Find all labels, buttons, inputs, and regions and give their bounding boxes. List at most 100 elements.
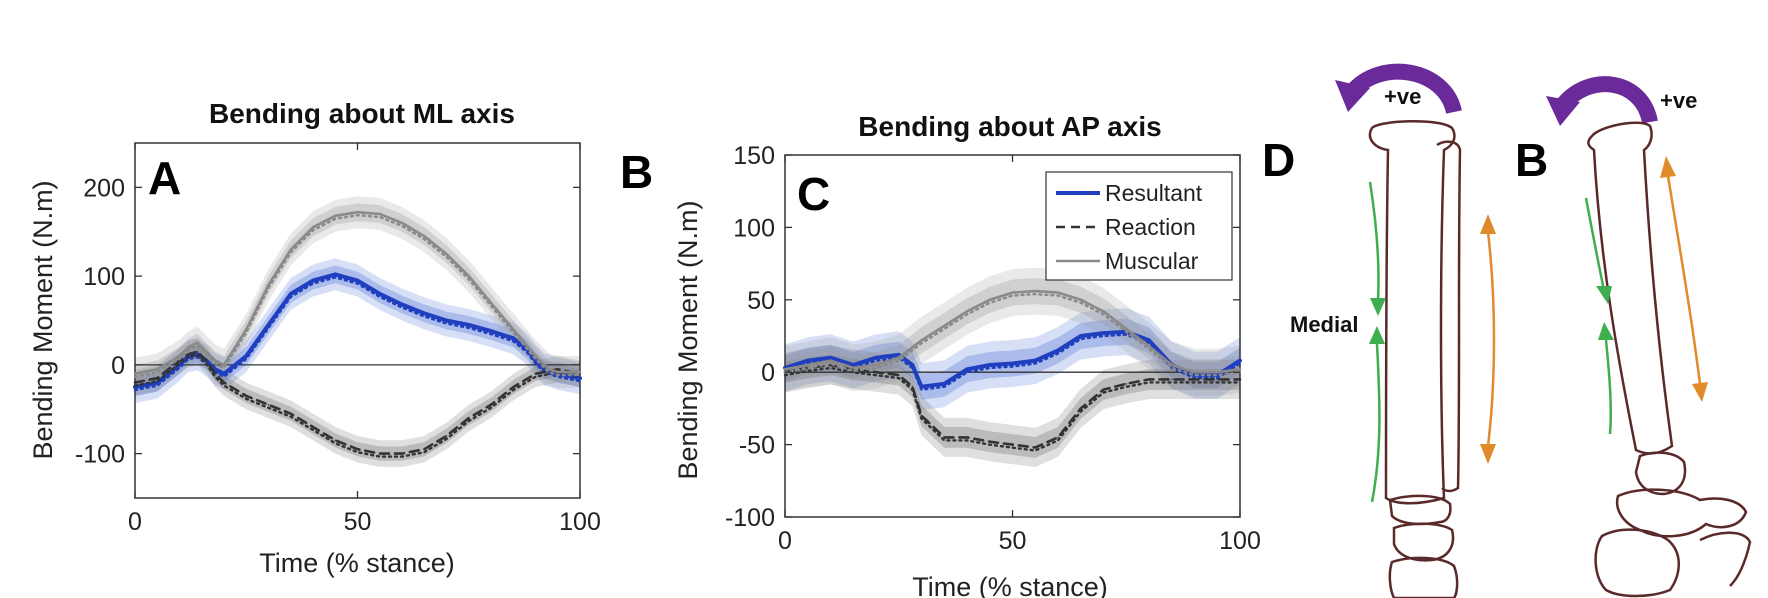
data-point — [966, 436, 968, 439]
data-point — [312, 279, 314, 282]
data-point — [445, 253, 448, 255]
tibia-diagram-d: D +ve Medial — [1262, 63, 1496, 598]
data-point — [920, 385, 923, 388]
data-point — [807, 364, 809, 366]
error-band-muscular — [785, 267, 1240, 396]
green-arrowhead-icon — [1370, 298, 1386, 316]
y-tick-label: 100 — [83, 263, 125, 291]
data-point — [223, 373, 225, 375]
data-point — [267, 284, 270, 286]
calcaneus-outline-icon — [1388, 556, 1459, 598]
chart-title: Bending about AP axis — [858, 111, 1161, 142]
data-point — [334, 439, 337, 442]
fibula-outline-icon — [1436, 140, 1462, 493]
moment-arrow-icon — [1345, 63, 1462, 115]
data-point — [214, 373, 216, 375]
x-axis-label: Time (% stance) — [912, 572, 1108, 598]
series-dotted-resultant — [133, 276, 582, 392]
data-point — [205, 350, 207, 353]
data-point — [156, 368, 159, 371]
data-point — [1080, 335, 1082, 337]
data-point — [290, 293, 292, 295]
y-tick-label: 200 — [83, 174, 125, 202]
data-point — [312, 426, 314, 428]
orange-arrowhead-icon — [1480, 214, 1496, 234]
data-point — [579, 373, 581, 375]
tibia-diagram-b: B +ve — [1515, 76, 1752, 598]
data-point — [1080, 407, 1082, 410]
data-point — [1216, 371, 1219, 374]
data-point — [290, 412, 292, 415]
data-point — [852, 364, 855, 366]
talus-outline-icon — [1388, 494, 1452, 526]
data-point — [1193, 378, 1196, 381]
y-tick-label: -100 — [725, 504, 775, 532]
data-point — [1125, 383, 1128, 385]
panel-label-b: B — [620, 146, 653, 198]
data-point — [557, 368, 559, 371]
compression-line — [1370, 343, 1381, 503]
data-point — [534, 355, 537, 357]
data-point — [445, 319, 448, 322]
orange-arrowhead-icon — [1692, 382, 1708, 402]
data-point — [1193, 371, 1196, 374]
data-point — [829, 356, 832, 359]
data-point — [989, 440, 991, 443]
error-bands — [135, 196, 580, 467]
tension-line — [1486, 231, 1496, 447]
data-point — [943, 436, 946, 439]
error-band-muscular — [135, 196, 580, 390]
data-point — [1011, 443, 1014, 446]
data-point — [468, 275, 470, 277]
series-line-reaction — [783, 363, 1242, 449]
data-point — [534, 373, 537, 375]
y-tick-label: 0 — [111, 352, 125, 380]
compression-line — [1604, 339, 1613, 435]
data-point — [134, 373, 136, 375]
panel-label-a: A — [148, 152, 181, 204]
y-axis-label: Bending Moment (N.m) — [28, 180, 58, 459]
green-arrowhead-icon — [1596, 286, 1612, 304]
data-point — [196, 350, 199, 353]
data-point — [423, 312, 426, 315]
arrowhead-icon — [1335, 80, 1370, 112]
data-point — [534, 359, 537, 362]
data-point — [178, 355, 181, 357]
compression-line — [1584, 197, 1606, 291]
data-point — [214, 368, 216, 371]
data-point — [784, 368, 786, 371]
data-point — [334, 273, 337, 276]
data-point — [911, 364, 914, 366]
data-point — [187, 346, 190, 348]
data-point — [989, 299, 991, 301]
data-point — [512, 386, 515, 388]
data-point — [898, 354, 900, 356]
data-point — [512, 337, 515, 340]
data-point — [334, 215, 337, 217]
data-point — [1239, 359, 1241, 362]
data-point — [1034, 446, 1037, 449]
data-point — [1080, 299, 1082, 301]
y-axis-label: Bending Moment (N.m) — [673, 200, 703, 479]
axis-ticks: 0 50 100 -100 0 100 200 — [75, 143, 601, 536]
data-point — [401, 222, 403, 224]
series-line-resultant — [783, 329, 1242, 389]
data-point — [245, 328, 248, 331]
data-point — [267, 404, 270, 406]
chart-ml-axis: Bending about ML axis 0 50 100-1000100200 … — [28, 98, 601, 578]
data-point — [579, 377, 581, 380]
series-dotted-reaction — [133, 353, 582, 458]
data-point — [245, 395, 248, 397]
data-point — [290, 248, 292, 251]
data-point — [966, 368, 968, 371]
data-point — [1125, 328, 1128, 330]
data-point — [1057, 291, 1059, 294]
data-point — [875, 371, 877, 374]
data-point — [1034, 290, 1037, 292]
tension-line — [1666, 175, 1702, 385]
y-tick-label: -50 — [739, 432, 775, 460]
data-point — [1011, 291, 1014, 294]
data-point — [490, 404, 492, 406]
data-point — [490, 330, 492, 332]
data-point — [312, 226, 314, 229]
